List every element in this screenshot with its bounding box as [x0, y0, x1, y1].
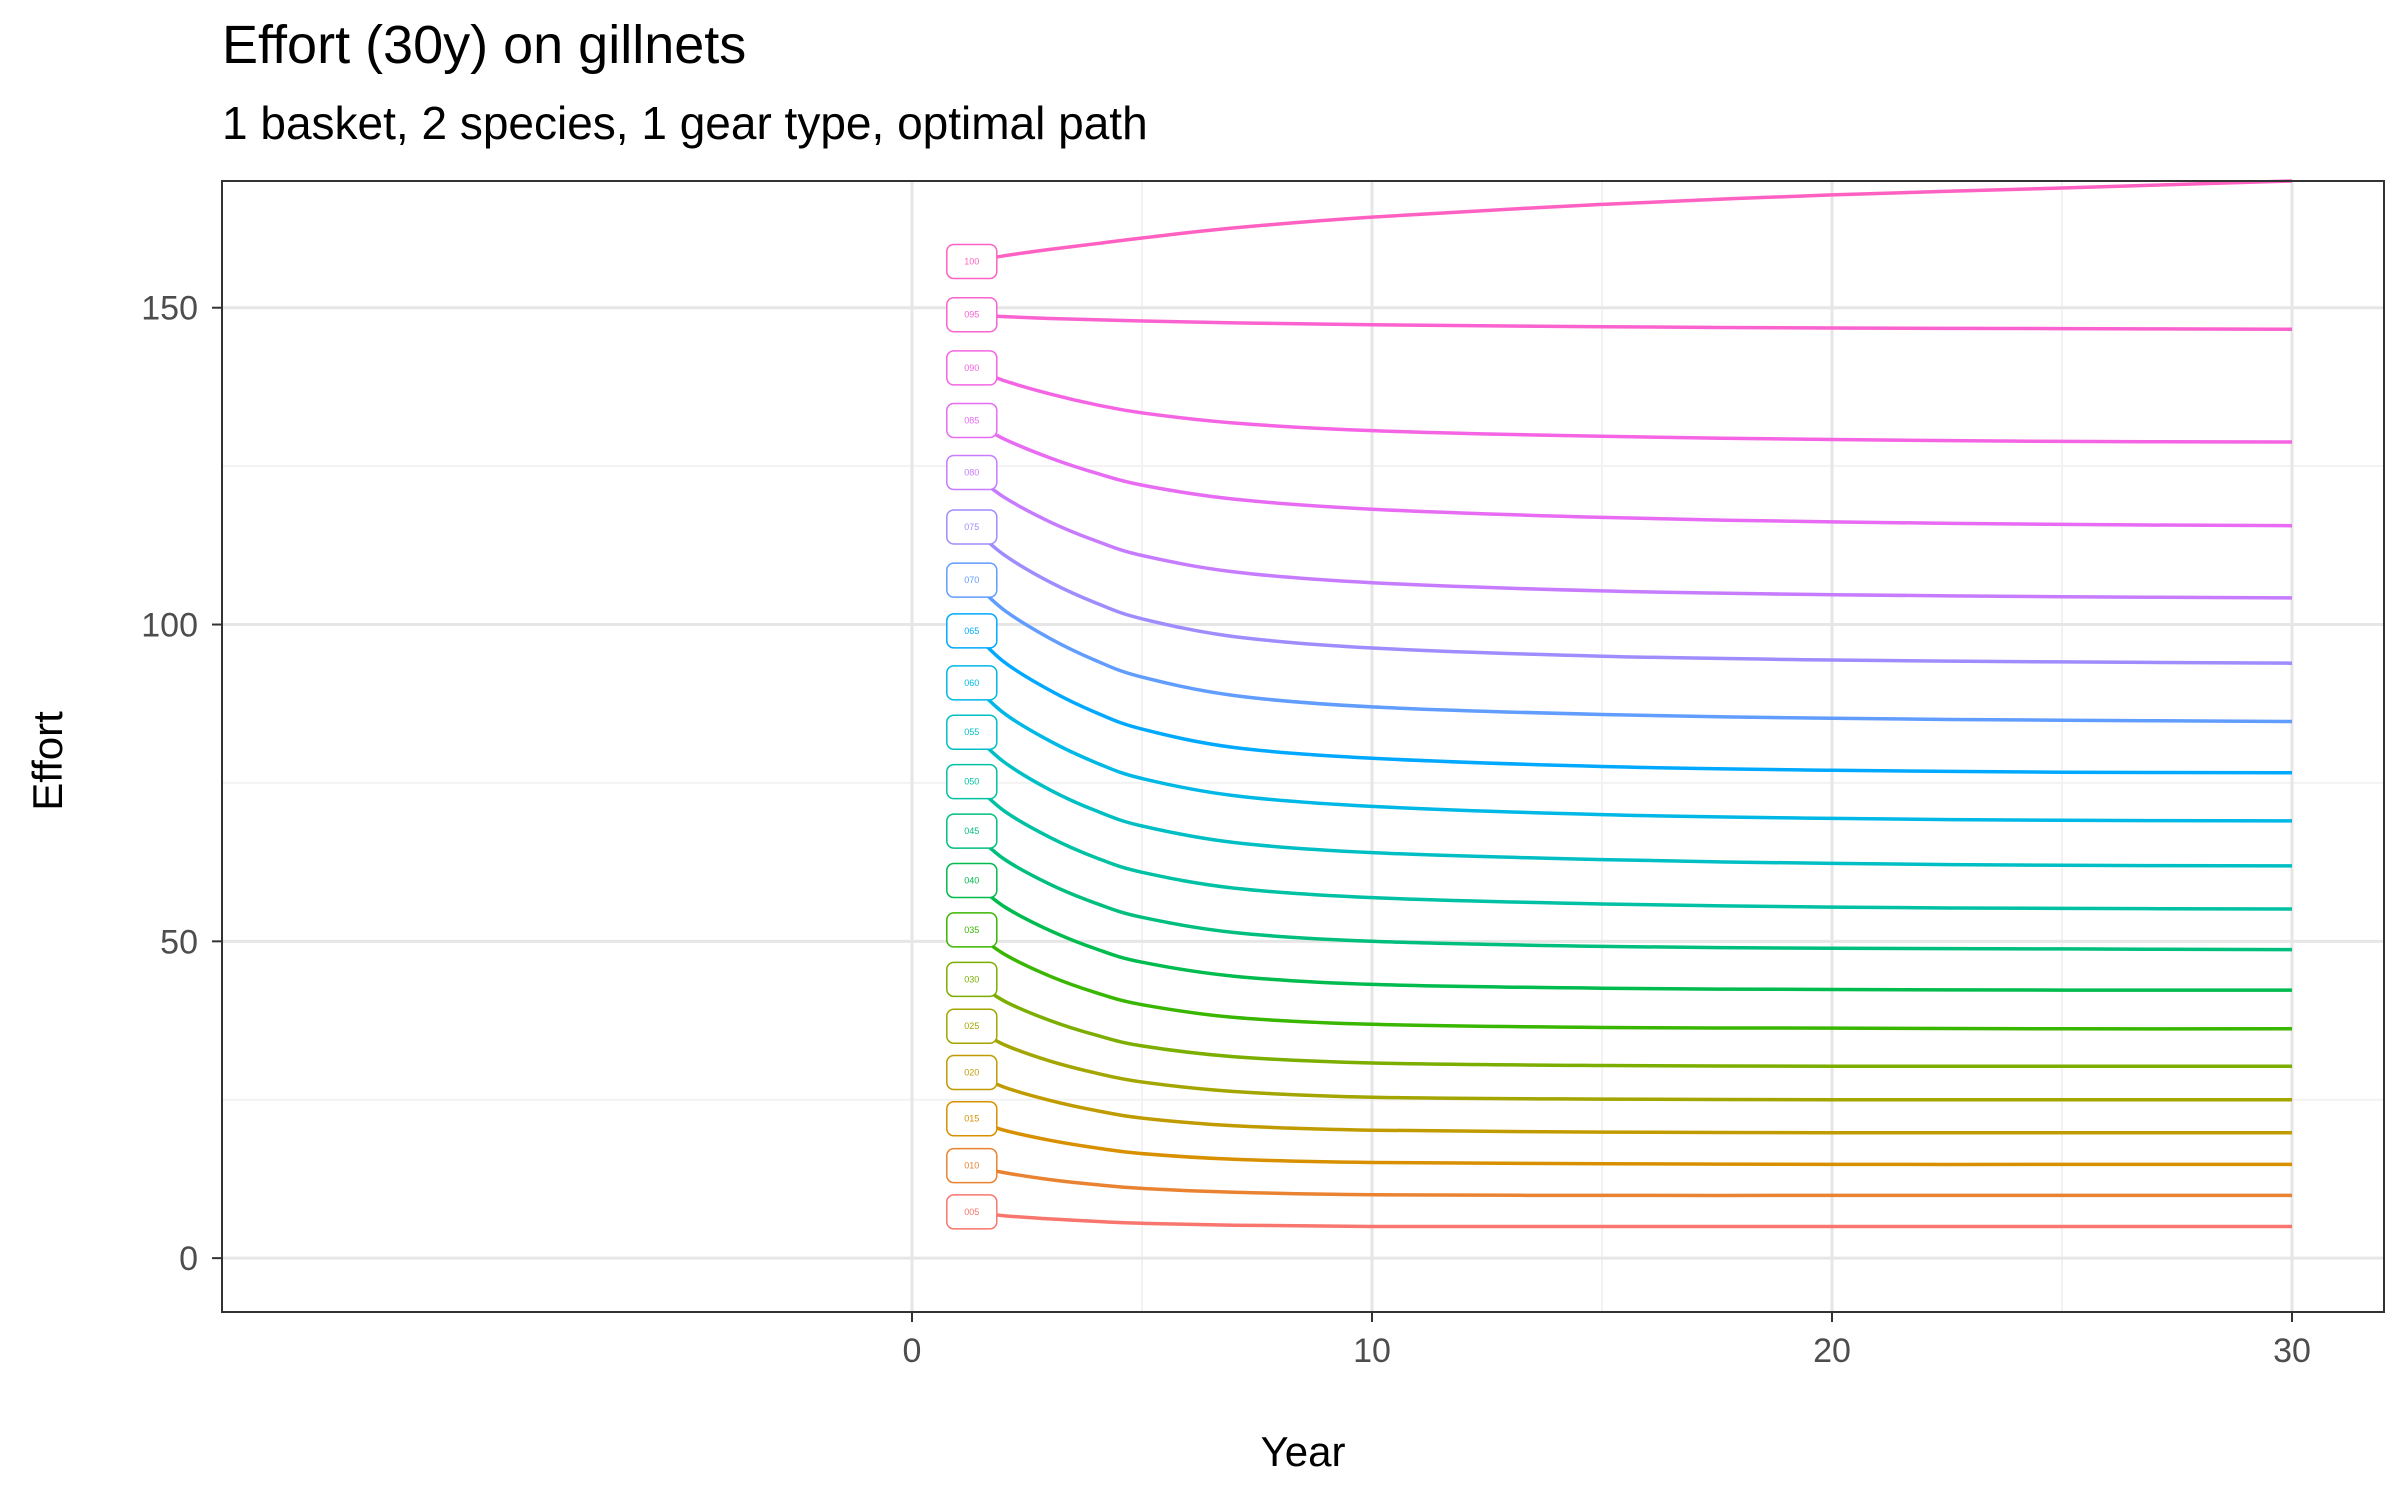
series-line-100 — [971, 179, 2293, 264]
curve-label-box — [946, 813, 998, 849]
curve-label-text: 030 — [964, 974, 979, 984]
x-axis-title: Year — [1261, 1428, 1346, 1475]
curve-label-text: 070 — [964, 575, 979, 585]
curve-label-070: 070 — [946, 562, 998, 598]
curve-label-text: 045 — [964, 826, 979, 836]
curve-label-060: 060 — [946, 665, 998, 701]
series-line-085 — [970, 418, 2293, 528]
curve-label-065: 065 — [946, 613, 998, 649]
grid-lines — [222, 181, 2384, 1312]
y-tick-label: 50 — [160, 923, 198, 961]
series-line-090 — [971, 366, 2293, 444]
curve-label-090: 090 — [946, 350, 998, 386]
series-line-025 — [970, 1024, 2292, 1102]
series-line-050 — [970, 780, 2293, 911]
curve-label-box — [946, 912, 998, 948]
x-tick-label: 30 — [2273, 1332, 2311, 1370]
curve-label-text: 065 — [964, 626, 979, 636]
series-line-060 — [970, 681, 2293, 823]
curve-label-080: 080 — [946, 454, 998, 491]
plot-panel — [222, 181, 2384, 1312]
curve-label-box — [946, 454, 998, 491]
curve-label-box — [946, 1147, 998, 1184]
curve-label-010: 010 — [946, 1147, 998, 1184]
series-line-005 — [971, 1210, 2292, 1229]
chart-title: Effort (30y) on gillnets — [222, 15, 747, 75]
series-line-030 — [970, 977, 2292, 1068]
curve-label-box — [946, 613, 998, 649]
curve-label-box — [946, 862, 998, 899]
y-tick-label: 100 — [141, 607, 198, 645]
curve-label-box — [946, 1054, 998, 1091]
series-line-010 — [971, 1163, 2292, 1198]
curve-label-box — [946, 961, 998, 998]
curve-label-box — [946, 714, 998, 750]
curve-label-030: 030 — [946, 961, 998, 998]
series-lines — [970, 179, 2293, 1229]
curve-label-text: 035 — [964, 925, 979, 935]
series-line-020 — [971, 1070, 2292, 1135]
curve-label-text: 095 — [964, 310, 979, 320]
curve-label-100: 100 — [946, 243, 998, 280]
series-line-040 — [970, 879, 2293, 992]
series-line-015 — [971, 1117, 2292, 1167]
curve-label-text: 020 — [964, 1067, 979, 1077]
curve-label-text: 025 — [964, 1021, 979, 1031]
curve-label-075: 075 — [946, 509, 998, 545]
x-tick-label: 10 — [1353, 1332, 1391, 1370]
curve-label-box — [946, 402, 998, 439]
curve-label-box — [946, 243, 998, 280]
curve-label-text: 085 — [964, 416, 979, 426]
y-tick-label: 0 — [179, 1240, 198, 1278]
x-tick-label: 20 — [1813, 1332, 1851, 1370]
curve-label-box — [946, 763, 998, 800]
y-tick-label: 150 — [141, 290, 198, 328]
y-axis-title: Effort — [24, 711, 71, 811]
curve-label-040: 040 — [946, 862, 998, 899]
curve-label-text: 010 — [964, 1161, 979, 1171]
series-line-080 — [970, 471, 2293, 600]
curve-label-box — [946, 562, 998, 598]
curve-label-025: 025 — [946, 1008, 998, 1044]
curve-label-text: 050 — [964, 777, 979, 787]
curve-label-text: 055 — [964, 727, 979, 737]
curve-label-text: 100 — [964, 256, 979, 266]
series-line-035 — [970, 928, 2293, 1031]
series-line-070 — [970, 578, 2293, 724]
curve-label-box — [946, 1100, 998, 1137]
series-line-055 — [970, 730, 2293, 868]
curve-label-box — [946, 1194, 998, 1230]
curve-label-020: 020 — [946, 1054, 998, 1091]
curve-label-text: 090 — [964, 363, 979, 373]
curve-label-015: 015 — [946, 1100, 998, 1137]
curve-labels: 005 010 015 020 025 030 035 040 045 050 055 060 065 0… — [946, 243, 998, 1230]
curve-label-box — [946, 350, 998, 386]
plot-border — [221, 180, 2385, 1313]
curve-label-085: 085 — [946, 402, 998, 439]
curve-label-045: 045 — [946, 813, 998, 849]
curve-label-box — [946, 1008, 998, 1044]
curve-label-005: 005 — [946, 1194, 998, 1230]
curve-label-box — [946, 665, 998, 701]
curve-label-text: 060 — [964, 678, 979, 688]
curve-label-050: 050 — [946, 763, 998, 800]
chart-subtitle: 1 basket, 2 species, 1 gear type, optima… — [222, 97, 1148, 149]
curve-label-text: 040 — [964, 876, 979, 886]
curve-label-text: 005 — [964, 1207, 979, 1217]
curve-label-box — [946, 296, 998, 333]
series-line-065 — [970, 629, 2293, 775]
curve-label-055: 055 — [946, 714, 998, 750]
curve-label-text: 015 — [964, 1114, 979, 1124]
curve-label-095: 095 — [946, 296, 998, 333]
series-line-045 — [970, 829, 2293, 952]
series-line-095 — [971, 312, 2293, 332]
curve-label-text: 075 — [964, 522, 979, 532]
series-line-075 — [970, 525, 2293, 665]
curve-label-box — [946, 509, 998, 545]
x-tick-label: 0 — [903, 1332, 922, 1370]
curve-label-035: 035 — [946, 912, 998, 948]
curve-label-text: 080 — [964, 467, 979, 477]
